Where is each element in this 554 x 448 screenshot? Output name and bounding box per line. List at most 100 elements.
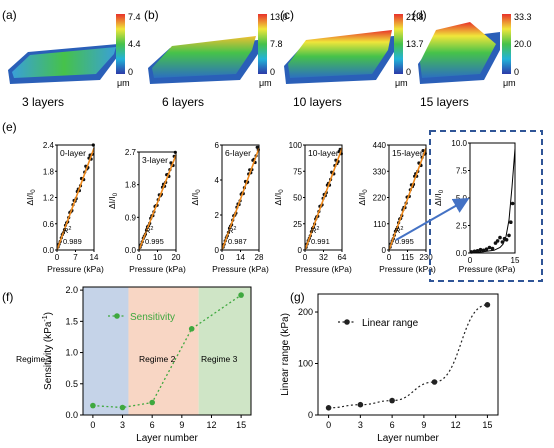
inset-data-point <box>475 249 480 253</box>
fit-line <box>221 147 260 251</box>
y-axis-label: ΔI/I0 <box>25 189 37 206</box>
legend-marker <box>114 313 120 319</box>
panel-b: (b) 13.0 7.8 0 μm 6 layers <box>144 8 288 109</box>
y-tick-label: 1.2 <box>43 194 55 203</box>
x-tick-label: 14 <box>236 253 245 262</box>
inset-y-axis-label-sub: 0 <box>439 189 445 193</box>
inset-data-point <box>495 239 500 243</box>
inset-data-point <box>472 249 477 254</box>
panel-label-a: (a) <box>2 8 17 22</box>
r2-value: 0.991 <box>311 237 330 246</box>
y-tick-label: 1.8 <box>125 181 137 190</box>
data-point <box>357 401 364 408</box>
surface-profile-row: (a) 7.4 4.4 0 μm 3 layers (b) 13.0 7.8 0… <box>2 8 532 109</box>
panel-label-g: (g) <box>290 290 305 304</box>
inset-data-point <box>507 233 511 238</box>
y-tick-label: 1.8 <box>43 167 55 176</box>
panel-label-b: (b) <box>144 8 159 22</box>
inset-data-point <box>500 240 505 244</box>
data-point <box>90 402 96 409</box>
response-panel-0: 0-layer R2 0.989 0.0 0.6 1.2 1.8 2.4 0 7 14 Pressur… <box>25 141 104 274</box>
x-tick-label: 0 <box>90 420 95 430</box>
y-tick-label: 2.4 <box>43 141 55 150</box>
inset-data-point <box>504 238 509 242</box>
y-tick-label: 220 <box>373 194 387 203</box>
surface-3d-c <box>288 30 392 78</box>
y-axis-label: ΔI/I0 <box>107 192 119 209</box>
regime-band-2 <box>128 287 199 415</box>
inset-y-tick-label: 2.5 <box>456 222 468 231</box>
y-tick-label: 440 <box>373 141 387 150</box>
panel-label-d: (d) <box>412 8 427 22</box>
x-tick-label: 28 <box>255 253 264 262</box>
data-point <box>188 326 195 332</box>
y-tick-label: 200 <box>298 307 313 317</box>
colorbar-mid-b: 7.8 <box>270 39 283 49</box>
sensitivity-chart: Regime 1 Regime 2 Regime 3 Sensitivity 0.0 0.… <box>16 285 252 444</box>
x-tick-label: 0 <box>326 420 331 430</box>
y-tick-label: 0.9 <box>125 213 137 222</box>
y-tick-label: 25 <box>293 220 302 229</box>
x-tick-label: 15 <box>236 420 246 430</box>
fit-line <box>388 147 427 251</box>
colorbar-a <box>116 14 125 74</box>
data-point <box>421 149 425 153</box>
x-tick-label: 230 <box>419 253 433 262</box>
regime-label-1: Regime 1 <box>16 354 53 364</box>
y-axis-label-sub: 0 <box>113 192 119 196</box>
panel-title-15-layer: 15-layer <box>392 148 423 158</box>
panel-label-c: (c) <box>280 8 294 22</box>
inset-y-tick-label: 7.5 <box>456 167 468 176</box>
inset-data-point <box>498 235 502 240</box>
colorbar-max-a: 7.4 <box>128 12 141 22</box>
panel-a: (a) 7.4 4.4 0 μm 3 layers <box>2 8 141 109</box>
y-tick-label: 0 <box>215 246 220 255</box>
caption-b: 6 layers <box>162 95 204 109</box>
r2-superscript: 2 <box>316 226 319 232</box>
colorbar-max-b: 13.0 <box>270 12 288 22</box>
linear-range-chart: Linear range 0 100 200 0 3 6 9 12 15 Layer number L… <box>280 293 499 444</box>
inset-x-tick-label: 0 <box>468 256 473 265</box>
x-tick-label: 10 <box>153 253 162 262</box>
x-tick-label: 6 <box>390 420 395 430</box>
surface-3d-d <box>420 22 496 78</box>
regime-band-3 <box>198 287 251 415</box>
y-tick-label: 50 <box>293 194 302 203</box>
legend-label: Sensitivity <box>130 312 175 323</box>
colorbar-b <box>258 14 267 74</box>
r2-label: R2 <box>395 226 403 235</box>
y-tick-label: 100 <box>289 141 303 150</box>
r2-label: R2 <box>63 226 71 235</box>
x-tick-label: 0 <box>220 253 225 262</box>
colorbar-mid-c: 13.7 <box>406 39 424 49</box>
inset-data-point <box>487 245 492 250</box>
r2-value: 0.989 <box>63 237 82 246</box>
caption-d: 15 layers <box>420 95 469 109</box>
colorbar-mid-d: 20.0 <box>514 39 532 49</box>
r2-label: R2 <box>228 226 236 235</box>
colorbar-c <box>394 14 403 74</box>
legend-marker <box>344 319 350 325</box>
zoom-arrow <box>395 198 470 241</box>
data-point <box>484 302 491 308</box>
x-tick-label: 0 <box>387 253 392 262</box>
y-tick-label: 75 <box>293 167 302 176</box>
r2-superscript: 2 <box>233 226 236 232</box>
y-tick-label: 1.5 <box>65 316 78 326</box>
panel-label-f: (f) <box>2 290 13 304</box>
y-tick-label: 4 <box>215 176 220 185</box>
r2-superscript: 2 <box>400 226 403 232</box>
x-tick-label: 9 <box>179 420 184 430</box>
regime-label-3: Regime 3 <box>201 354 238 364</box>
x-tick-label: 9 <box>421 420 426 430</box>
panel-title-0-layer: 0-layer <box>60 148 86 158</box>
colorbar-unit-c: μm <box>395 78 408 88</box>
x-axis-label: Pressure (kPa) <box>47 264 104 274</box>
inset-data-point <box>490 246 495 251</box>
y-tick-label: 0.5 <box>65 379 78 389</box>
inset-data-point <box>478 247 483 252</box>
y-tick-label: 2.7 <box>125 148 137 157</box>
inset-curve <box>469 148 516 253</box>
